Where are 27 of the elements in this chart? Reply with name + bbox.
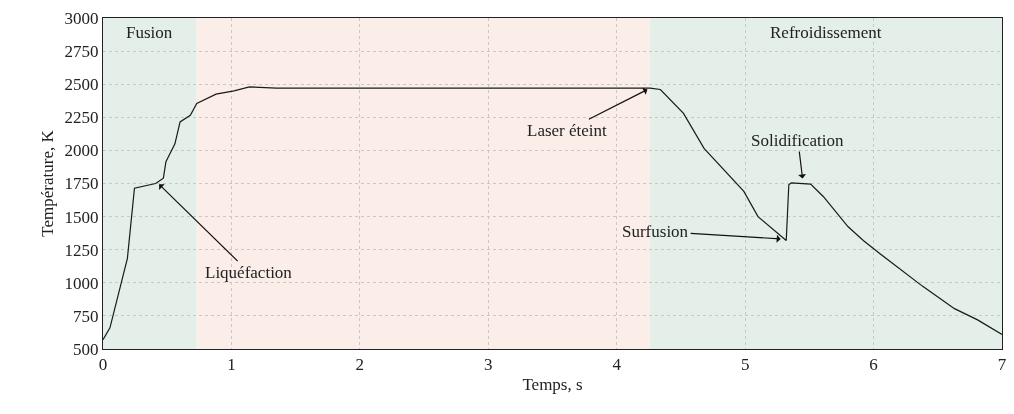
annotation: Liquéfaction — [205, 263, 293, 282]
y-tick-label: 500 — [73, 339, 99, 359]
annotation: Laser éteint — [527, 121, 608, 140]
y-tick-label: 1500 — [64, 207, 99, 227]
x-axis-title: Temps, s — [522, 374, 583, 394]
y-tick-label: 1000 — [64, 273, 99, 293]
x-tick-label: 1 — [227, 355, 236, 375]
x-tick-label: 3 — [484, 355, 493, 375]
annotation: Surfusion — [622, 222, 689, 241]
y-tick-label: 2500 — [64, 75, 99, 95]
y-tick-label: 1250 — [64, 240, 99, 260]
x-tick-label: 2 — [355, 355, 365, 375]
band-label: Refroidissement — [770, 23, 882, 42]
x-tick-label: 6 — [869, 355, 878, 375]
y-tick-label: 1750 — [64, 174, 99, 194]
y-tick-label: 2750 — [64, 42, 99, 62]
y-tick-label: 2000 — [64, 141, 99, 161]
y-axis-title: Température, K — [38, 129, 58, 237]
y-tick-label: 750 — [73, 306, 99, 326]
y-tick-label: 2250 — [64, 108, 99, 128]
x-tick-label: 0 — [98, 355, 108, 375]
band-label: Fusion — [126, 23, 173, 42]
x-tick-label: 4 — [612, 355, 622, 375]
x-tick-label: 5 — [740, 355, 750, 375]
y-tick-label: 3000 — [64, 8, 99, 28]
x-tick-label: 7 — [997, 355, 1007, 375]
annotation: Solidification — [751, 131, 845, 150]
